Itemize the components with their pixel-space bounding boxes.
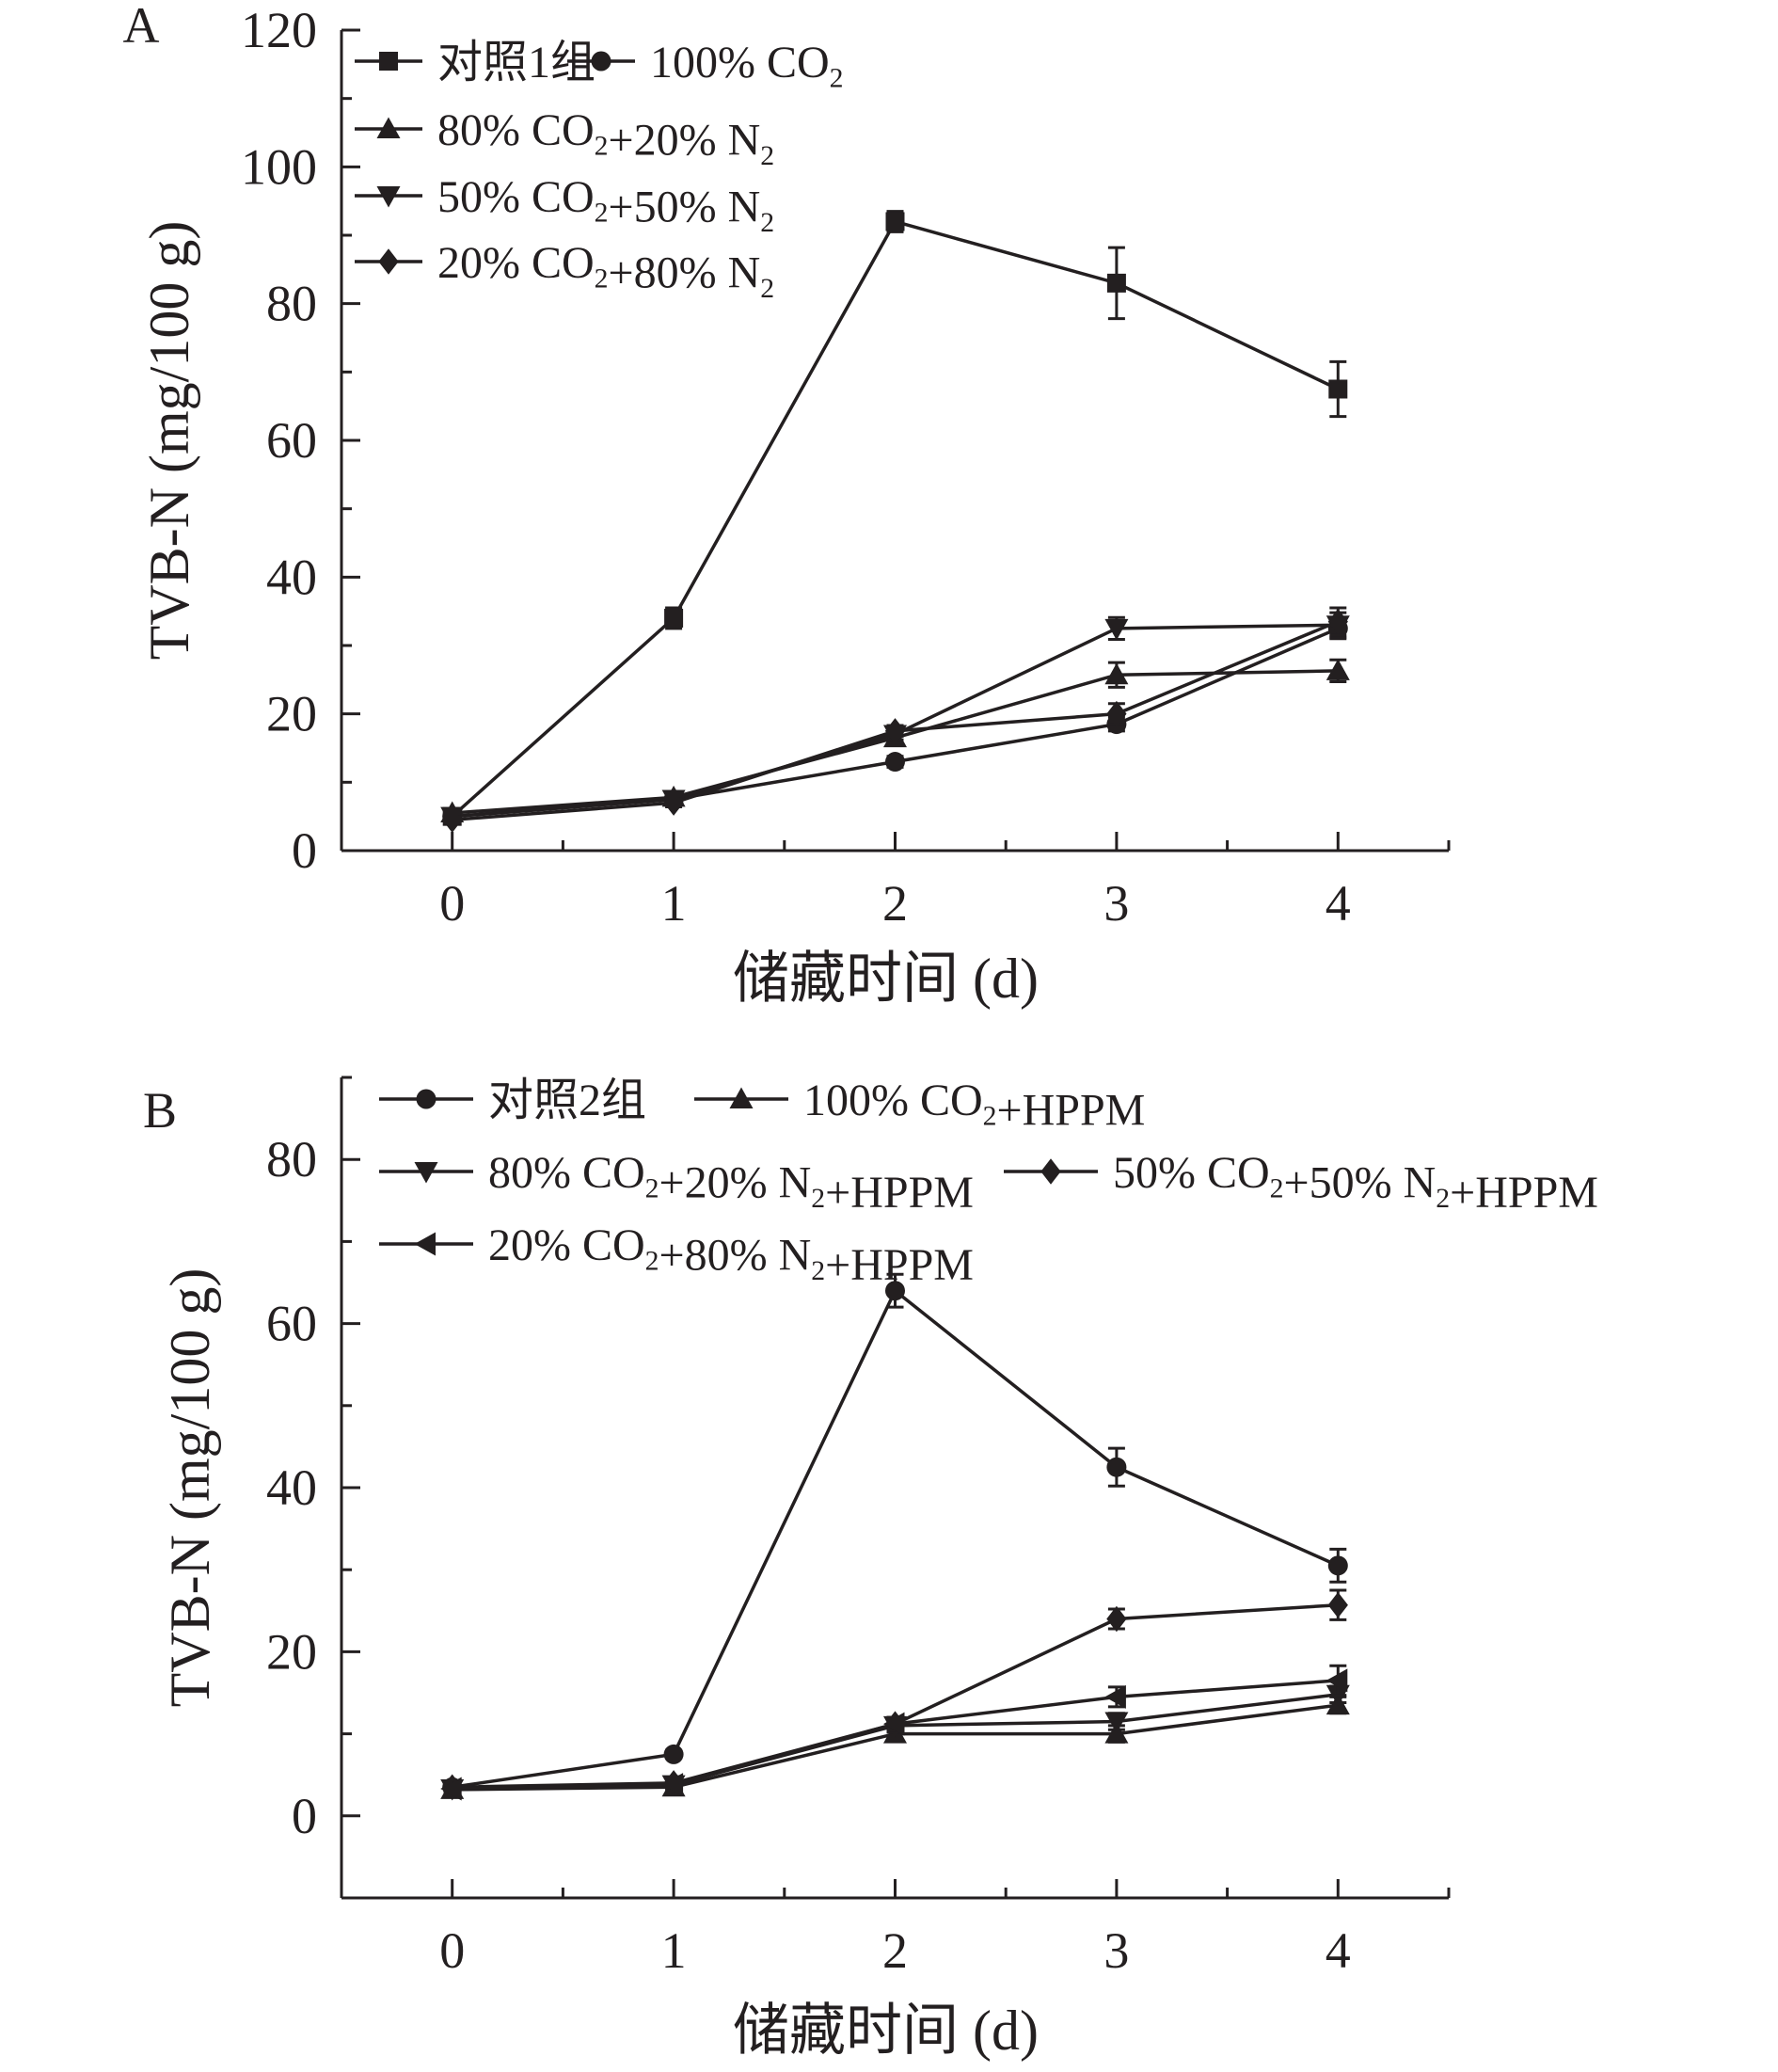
y-tick-label: 0 bbox=[292, 1788, 317, 1844]
data-point bbox=[663, 789, 684, 816]
data-point bbox=[1327, 1591, 1348, 1618]
y-tick-label: 80 bbox=[266, 276, 317, 332]
data-point bbox=[1326, 659, 1350, 680]
legend-marker bbox=[376, 117, 401, 138]
legend-marker bbox=[729, 1087, 754, 1108]
y-tick-label: 0 bbox=[292, 822, 317, 879]
data-point bbox=[885, 1281, 905, 1301]
data-point bbox=[442, 806, 463, 834]
x-tick-label: 4 bbox=[1326, 875, 1351, 932]
data-point bbox=[1106, 273, 1126, 293]
x-tick-label: 2 bbox=[882, 875, 908, 932]
data-point bbox=[885, 212, 905, 231]
data-point bbox=[1327, 608, 1348, 635]
data-point bbox=[440, 1777, 462, 1801]
data-point bbox=[1106, 1457, 1127, 1477]
legend-item: 对照2组 bbox=[379, 1076, 646, 1125]
y-tick-label: 20 bbox=[266, 1623, 317, 1680]
legend-label: 20% CO2+80% N2+HPPM bbox=[488, 1220, 974, 1290]
legend-marker bbox=[591, 51, 611, 72]
legend-marker bbox=[1040, 1158, 1061, 1185]
x-tick-label: 3 bbox=[1103, 1922, 1129, 1979]
x-tick-label: 4 bbox=[1326, 1922, 1351, 1979]
legend-item: 80% CO2+20% N2 bbox=[355, 105, 774, 171]
data-point bbox=[1327, 1555, 1348, 1576]
legend-item: 20% CO2+80% N2+HPPM bbox=[379, 1220, 974, 1290]
legend-label: 100% CO2 bbox=[650, 38, 844, 94]
series-5 bbox=[442, 606, 1348, 834]
legend-marker bbox=[414, 1162, 438, 1184]
chart-A: 0 20 40 60 80 100 120 0 1 2 3 4 A 储藏时间 (d) TVB-N (mg/1… bbox=[123, 0, 1451, 1010]
legend-label: 80% CO2+20% N2+HPPM bbox=[488, 1148, 974, 1218]
data-point bbox=[1106, 700, 1127, 727]
legend-item: 对照1组 bbox=[355, 38, 595, 88]
panel-label: A bbox=[123, 0, 160, 54]
legend-marker bbox=[378, 248, 399, 275]
y-tick-label: 40 bbox=[266, 1459, 317, 1516]
legend-label: 20% CO2+80% N2 bbox=[437, 238, 774, 304]
legend-marker bbox=[416, 1089, 437, 1109]
y-tick-label: 120 bbox=[241, 2, 317, 58]
x-tick-label: 0 bbox=[439, 875, 465, 932]
chart-B: 0 20 40 60 80 0 1 2 3 4 B 储藏时间 (d) TVB-N (mg/100 g) 对… bbox=[143, 1076, 1598, 2062]
panel-label: B bbox=[143, 1082, 177, 1139]
x-tick-label: 1 bbox=[661, 1922, 687, 1979]
data-point bbox=[1106, 1605, 1127, 1633]
data-point bbox=[663, 1744, 684, 1764]
legend-item: 50% CO2+50% N2+HPPM bbox=[1004, 1148, 1598, 1218]
legend-label: 50% CO2+50% N2+HPPM bbox=[1113, 1148, 1598, 1218]
data-point bbox=[1104, 618, 1129, 641]
data-point bbox=[1104, 662, 1129, 685]
series-5 bbox=[440, 1664, 1348, 1801]
x-axis-label: 储藏时间 (d) bbox=[733, 948, 1039, 1010]
y-axis-label: TVB-N (mg/100 g) bbox=[159, 1268, 221, 1708]
legend-marker bbox=[379, 52, 398, 71]
y-tick-label: 60 bbox=[266, 412, 317, 469]
y-tick-label: 40 bbox=[266, 549, 317, 605]
legend-item: 80% CO2+20% N2+HPPM bbox=[379, 1148, 974, 1218]
x-tick-label: 2 bbox=[882, 1922, 908, 1979]
data-point bbox=[1326, 1668, 1348, 1693]
legend-label: 对照2组 bbox=[488, 1076, 646, 1125]
y-tick-label: 60 bbox=[266, 1296, 317, 1352]
y-tick-label: 80 bbox=[266, 1131, 317, 1187]
data-point bbox=[1104, 1684, 1126, 1709]
legend-item: 50% CO2+50% N2 bbox=[355, 172, 774, 238]
y-tick-label: 20 bbox=[266, 686, 317, 742]
series-line bbox=[452, 1602, 1339, 1790]
y-tick-label: 100 bbox=[241, 138, 317, 195]
data-point bbox=[883, 1712, 905, 1736]
x-tick-label: 0 bbox=[439, 1922, 465, 1979]
x-axis-label: 储藏时间 (d) bbox=[733, 2000, 1039, 2062]
legend-marker bbox=[414, 1232, 436, 1256]
legend-label: 80% CO2+20% N2 bbox=[437, 105, 774, 171]
data-point bbox=[885, 752, 905, 773]
legend-item: 20% CO2+80% N2 bbox=[355, 238, 774, 304]
data-point bbox=[664, 608, 684, 628]
data-point bbox=[1104, 1712, 1129, 1734]
x-tick-label: 3 bbox=[1103, 875, 1129, 932]
data-point bbox=[884, 718, 906, 744]
legend-item: 100% CO2+HPPM bbox=[694, 1076, 1145, 1136]
legend-label: 50% CO2+50% N2 bbox=[437, 172, 774, 238]
y-axis-label: TVB-N (mg/100 g) bbox=[138, 221, 200, 661]
data-point bbox=[661, 1773, 684, 1797]
legend-item: 100% CO2 bbox=[567, 38, 844, 94]
data-point bbox=[1328, 379, 1348, 399]
x-tick-label: 1 bbox=[661, 875, 687, 932]
legend-label: 100% CO2+HPPM bbox=[803, 1076, 1145, 1136]
legend-marker bbox=[376, 186, 401, 208]
